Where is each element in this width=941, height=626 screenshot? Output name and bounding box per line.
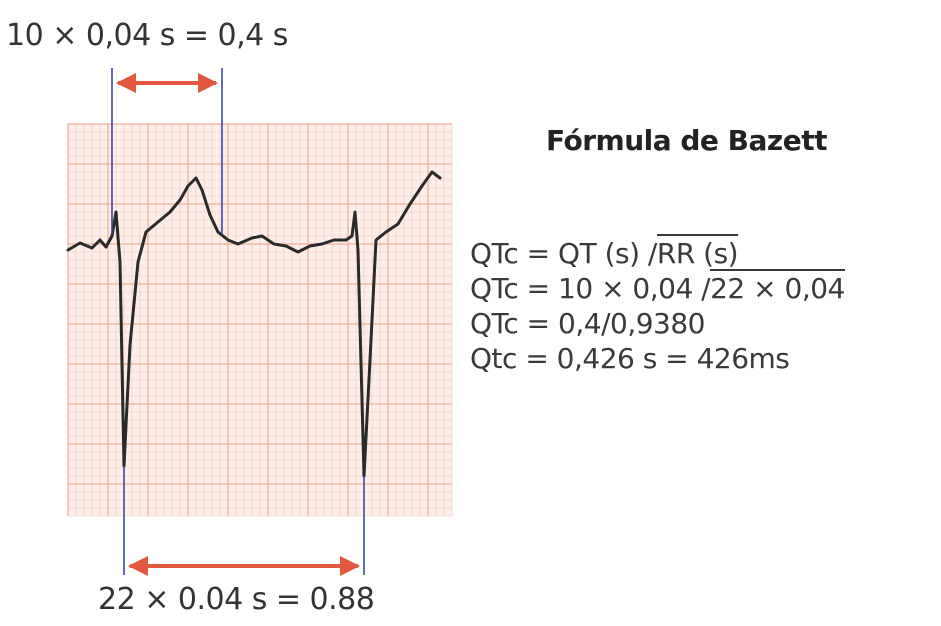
formula-line: QTc = 10 × 0,04 /22 × 0,04 bbox=[470, 269, 845, 306]
grid-major-lines bbox=[67, 123, 452, 516]
formula-line-text: QTc = QT (s) / bbox=[470, 237, 657, 270]
formula-radicand: 22 × 0,04 bbox=[710, 269, 845, 305]
formula-line: QTc = 0,4/0,9380 bbox=[470, 306, 845, 341]
formula-line: Qtc = 0,426 s = 426ms bbox=[470, 341, 845, 376]
formula-radicand: RR (s) bbox=[656, 234, 739, 270]
grid-minor-lines bbox=[68, 124, 453, 517]
formula-line-text: QTc = 10 × 0,04 / bbox=[470, 272, 711, 305]
formula-line-text: QTc = 0,4/0,9380 bbox=[470, 307, 705, 340]
bazett-formula-steps: QTc = QT (s) /RR (s) QTc = 10 × 0,04 /22… bbox=[470, 234, 845, 376]
qt-measurement-label: 10 × 0,04 s = 0,4 s bbox=[6, 18, 288, 53]
ecg-trace bbox=[66, 170, 442, 478]
formula-line: QTc = QT (s) /RR (s) bbox=[470, 234, 845, 271]
rr-measurement-label: 22 × 0.04 s = 0.88 bbox=[98, 582, 375, 617]
bazett-formula-title: Fórmula de Bazett bbox=[546, 124, 827, 157]
formula-line-text: Qtc = 0,426 s = 426ms bbox=[470, 342, 790, 375]
